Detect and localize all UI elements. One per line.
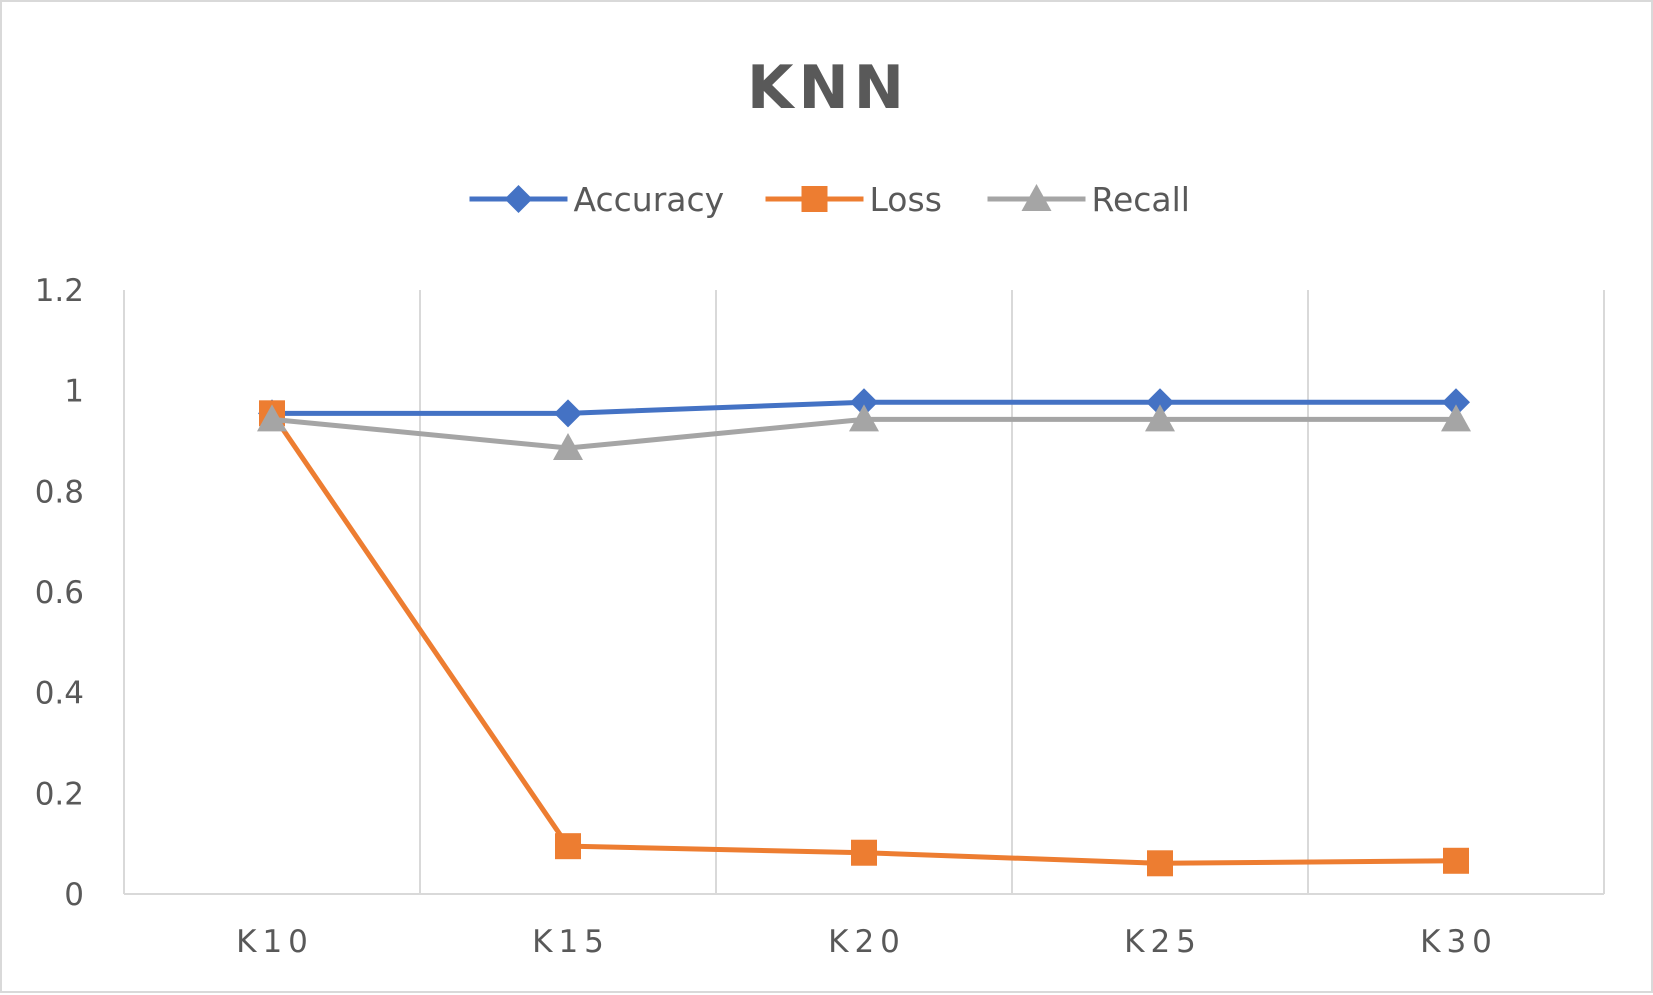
legend-marker-recall (1021, 184, 1052, 211)
legend-marker-accuracy (504, 185, 533, 213)
x-tick-label: K25 (1124, 924, 1202, 960)
x-tick-label: K15 (532, 924, 610, 960)
x-axis-tick-labels: K10 K15 K20 K25 K30 (236, 924, 1498, 960)
data-point-loss (1443, 847, 1469, 874)
data-point-recall (553, 433, 583, 461)
series-loss (259, 400, 1469, 877)
series-line-loss (269, 411, 1457, 866)
legend-marker-loss (801, 186, 828, 212)
data-point-recall (849, 404, 879, 432)
data-point-accuracy (1442, 388, 1470, 417)
legend-item-loss: Loss (765, 180, 942, 219)
y-tick-label: 1.2 (35, 273, 84, 309)
y-tick-label: 0.6 (35, 575, 84, 611)
legend: Accuracy Loss Recall (469, 180, 1190, 219)
data-point-accuracy (554, 399, 582, 428)
data-point-loss (555, 833, 581, 860)
y-tick-label: 1 (64, 374, 84, 410)
data-point-loss (1147, 850, 1173, 877)
series-recall (257, 404, 1471, 461)
x-tick-label: K20 (828, 924, 906, 960)
data-point-recall (1441, 404, 1471, 432)
data-point-recall (1145, 404, 1175, 432)
legend-label-recall: Recall (1092, 180, 1190, 219)
data-point-recall (257, 404, 287, 432)
series-layer (257, 388, 1471, 877)
y-tick-label: 0.8 (35, 474, 84, 510)
y-axis-tick-labels: 0 0.2 0.4 0.6 0.8 1 1.2 (35, 273, 84, 913)
y-tick-label: 0.2 (35, 776, 84, 812)
x-tick-label: K30 (1420, 924, 1498, 960)
y-tick-label: 0.4 (35, 676, 84, 712)
legend-label-accuracy: Accuracy (574, 180, 725, 219)
grid-lines (123, 290, 1605, 894)
legend-item-recall: Recall (987, 180, 1190, 219)
data-point-accuracy (850, 388, 878, 417)
y-tick-label: 0 (64, 877, 84, 913)
legend-item-accuracy: Accuracy (469, 180, 725, 219)
data-point-accuracy (1146, 388, 1174, 417)
x-tick-label: K10 (236, 924, 314, 960)
data-point-loss (851, 839, 877, 866)
legend-label-loss: Loss (870, 180, 942, 219)
chart-title: KNN (747, 53, 909, 123)
